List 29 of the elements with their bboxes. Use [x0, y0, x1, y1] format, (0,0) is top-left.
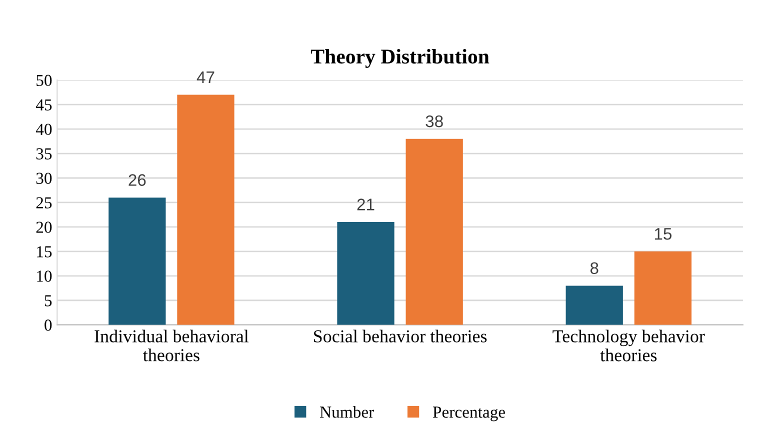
y-tick-label: 30 — [36, 172, 52, 184]
y-tick-label: 10 — [37, 270, 52, 282]
x-tick-label: Individual behavioral theories — [94, 330, 249, 362]
data-label: 21 — [357, 198, 374, 210]
bar — [177, 94, 234, 325]
bar — [634, 251, 692, 325]
data-label: 47 — [196, 72, 214, 83]
x-tick-label: Social behavior theories — [314, 330, 487, 342]
y-tick-label: 40 — [36, 124, 52, 135]
bar — [406, 138, 463, 325]
bar — [337, 222, 394, 325]
data-label: 8 — [590, 262, 598, 274]
y-tick-label: 25 — [36, 197, 52, 208]
bar — [108, 198, 166, 325]
y-tick-label: 50 — [36, 74, 52, 86]
legend-label: Number — [320, 406, 374, 418]
legend-label: Percentage — [432, 406, 505, 422]
data-label: 26 — [128, 174, 146, 186]
bar — [566, 286, 623, 325]
y-tick-label: 20 — [36, 222, 52, 233]
x-tick-label: Technology behavior theories — [552, 330, 705, 362]
y-tick-label: 0 — [44, 320, 52, 331]
data-label: 15 — [654, 228, 672, 240]
y-tick-label: 45 — [36, 99, 52, 111]
y-tick-label: 15 — [37, 246, 52, 258]
data-label: 38 — [426, 115, 443, 128]
y-tick-label: 5 — [44, 295, 52, 306]
y-tick-label: 35 — [36, 148, 52, 160]
chart-title: Theory Distribution — [310, 48, 490, 68]
